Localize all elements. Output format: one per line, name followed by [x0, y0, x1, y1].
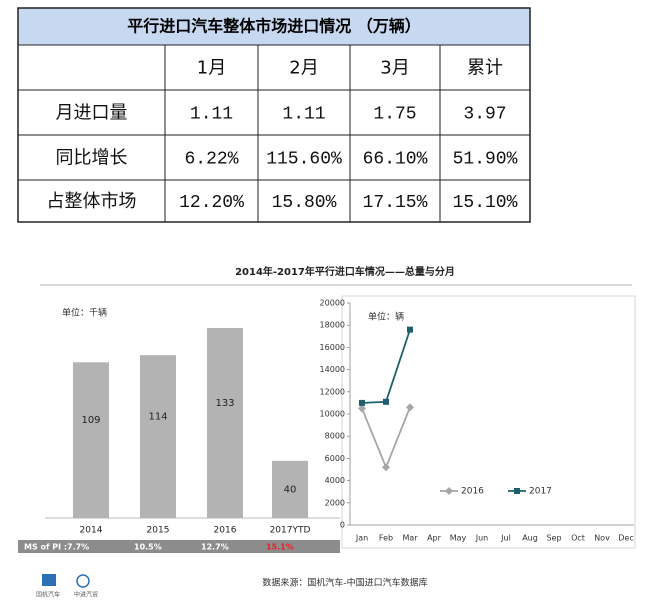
- marker: [406, 403, 414, 412]
- bar: [207, 328, 243, 518]
- table-cell: 3月: [380, 58, 409, 79]
- unit-label: 单位：辆: [368, 311, 404, 323]
- x-tick-label: Dec: [618, 534, 633, 543]
- table-cell: 月进口量: [56, 103, 128, 124]
- x-tick-label: Sep: [546, 534, 561, 543]
- ms-value: 10.5%: [134, 543, 162, 552]
- x-tick-label: Jan: [355, 534, 368, 543]
- table-cell: 66.10%: [363, 149, 428, 169]
- marker: [382, 463, 390, 472]
- x-tick-label: 2014: [80, 526, 103, 536]
- table-cell: 17.15%: [363, 193, 428, 213]
- line: [361, 329, 411, 404]
- x-tick-label: Aug: [522, 534, 538, 543]
- table-cell: 1月: [197, 58, 226, 79]
- legend-marker: [514, 488, 520, 494]
- y-tick-label: 0: [340, 521, 345, 530]
- x-tick-label: Jul: [500, 534, 511, 543]
- bar: [73, 362, 109, 518]
- table-cell: 占整体市场: [47, 191, 137, 212]
- ms-value: 12.7%: [201, 543, 229, 552]
- x-tick-label: 2017YTD: [270, 526, 311, 536]
- table-cell: 累计: [467, 58, 503, 79]
- x-tick-label: Feb: [379, 534, 393, 543]
- logo-text: 中进汽贸: [74, 591, 98, 599]
- marker: [407, 326, 413, 333]
- bar-value: 133: [215, 398, 234, 409]
- y-tick-label: 18000: [320, 321, 345, 330]
- table-border: [17, 7, 531, 223]
- y-tick-label: 12000: [320, 387, 345, 396]
- ms-value: 7.7%: [67, 543, 89, 552]
- figure-title: 2014年-2017年平行进口车情况——总量与分月: [235, 265, 455, 278]
- legend-marker: [445, 487, 453, 495]
- logo-text: 国机汽车: [36, 591, 60, 599]
- logo-icon: [42, 574, 56, 586]
- y-tick-label: 14000: [320, 365, 345, 374]
- x-tick-label: Nov: [594, 534, 610, 543]
- x-tick-label: Jun: [475, 534, 489, 543]
- table-cell: 2月: [289, 58, 318, 79]
- y-tick-label: 4000: [325, 476, 345, 485]
- y-tick-label: 20000: [320, 299, 345, 308]
- x-tick-label: Mar: [402, 534, 418, 543]
- table-cell: 1.11: [190, 104, 233, 124]
- legend-label: 2016: [461, 487, 484, 497]
- y-tick-label: 16000: [320, 343, 345, 352]
- legend-label: 2017: [529, 487, 552, 497]
- source: 数据来源：国机汽车-中国进口汽车数据库: [262, 577, 427, 589]
- marker: [383, 398, 389, 405]
- x-tick-label: Apr: [427, 534, 442, 543]
- bar: [140, 355, 176, 518]
- marker: [359, 399, 365, 406]
- table-cell: 12.20%: [179, 193, 244, 213]
- x-tick-label: 2016: [214, 526, 237, 536]
- ms-band: [18, 540, 340, 553]
- table-cell: 同比增长: [56, 148, 128, 169]
- bar-value: 109: [81, 415, 100, 426]
- table-cell: 115.60%: [266, 149, 342, 169]
- bar-value: 114: [148, 412, 167, 423]
- bar-value: 40: [284, 484, 297, 495]
- y-tick-label: 2000: [325, 498, 345, 507]
- panel: [341, 295, 636, 549]
- line: [361, 407, 411, 470]
- table-title-bg: [18, 8, 530, 45]
- unit-label: 单位：千辆: [62, 307, 107, 319]
- logo-icon: [76, 574, 90, 588]
- table-cell: 51.90%: [453, 149, 518, 169]
- y-tick-label: 6000: [325, 454, 345, 463]
- y-tick-label: 8000: [325, 432, 345, 441]
- y-tick-label: 10000: [320, 410, 345, 419]
- x-tick-label: May: [450, 534, 467, 543]
- x-tick-label: 2015: [147, 526, 170, 536]
- table-cell: 1.11: [282, 104, 325, 124]
- table-cell: 6.22%: [184, 149, 238, 169]
- ms-label: MS of PI :: [24, 543, 67, 552]
- bar: [272, 460, 308, 518]
- x-tick-label: Oct: [571, 534, 585, 543]
- table-title: 平行进口汽车整体市场进口情况 （万辆）: [127, 17, 421, 36]
- marker: [358, 404, 366, 413]
- table-cell: 3.97: [463, 104, 506, 124]
- ms-value: 15.1%: [266, 543, 294, 552]
- table-cell: 15.80%: [272, 193, 337, 213]
- table-cell: 15.10%: [453, 193, 518, 213]
- table-cell: 1.75: [373, 104, 416, 124]
